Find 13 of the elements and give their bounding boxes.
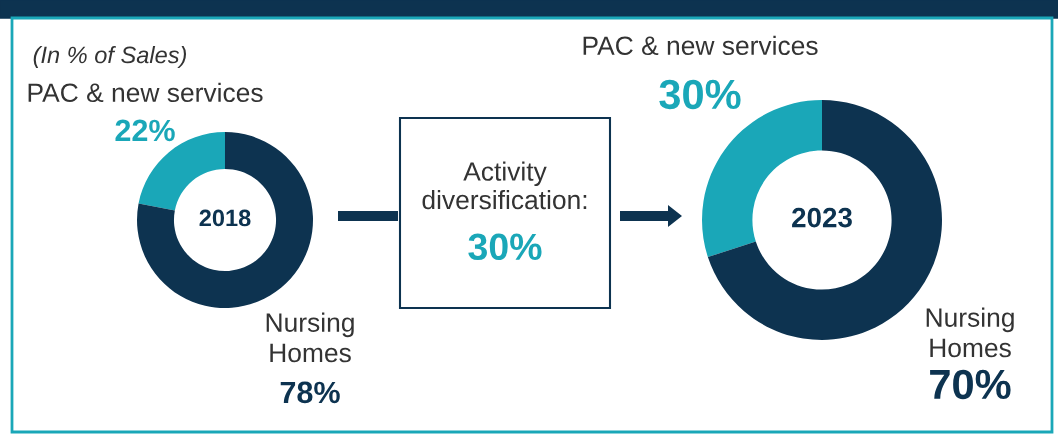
slice-label: Nursing Homes bbox=[266, 312, 354, 363]
data-label: 30% bbox=[659, 79, 741, 110]
data-label: 70% bbox=[930, 369, 1011, 400]
slice-label: Nursing Homes bbox=[926, 307, 1014, 358]
text: (In % of Sales) bbox=[33, 46, 187, 68]
data-label: 22% bbox=[115, 119, 175, 142]
text: 30% bbox=[468, 233, 542, 261]
data-label: 78% bbox=[280, 381, 340, 404]
text: 2023 bbox=[792, 207, 852, 228]
slice-label: PAC & new services bbox=[583, 35, 818, 56]
slice-label: PAC & new services bbox=[28, 82, 263, 103]
text: 2018 bbox=[199, 209, 251, 227]
text: Activity diversification: bbox=[422, 161, 587, 210]
